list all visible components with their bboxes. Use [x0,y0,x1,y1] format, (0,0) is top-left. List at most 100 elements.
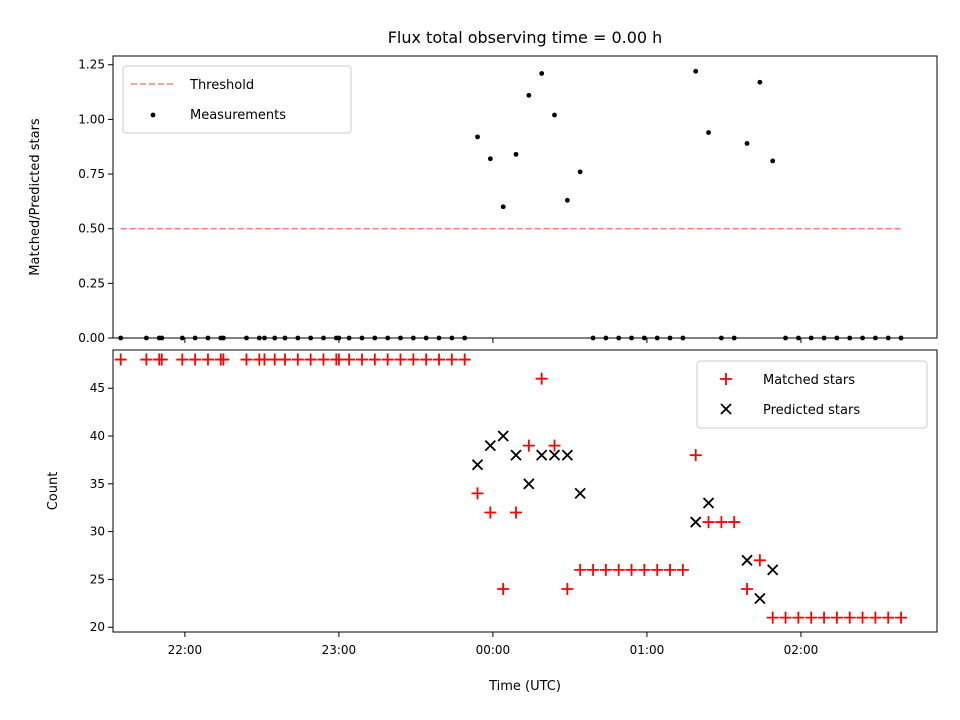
top-y-tick-label: 0.00 [78,331,105,345]
measurement-point [513,151,519,157]
bottom-x-tick-label: 00:00 [476,643,511,657]
matched-star-marker [368,353,381,366]
matched-star-marker [753,554,766,567]
predicted-star-marker [510,449,522,461]
matched-star-marker [433,353,446,366]
top-plot-frame [112,55,938,339]
measurements-legend-swatch [150,112,156,118]
matched-star-marker [869,611,882,624]
matched-star-marker [612,563,625,576]
matched-star-marker [882,611,895,624]
predicted-star-marker [471,459,484,471]
matched-star-marker [561,582,574,595]
predicted-star-marker [523,478,535,490]
matched-star-marker [140,353,153,366]
matched-star-marker [355,353,368,366]
bottom-y-tick-label: 25 [90,572,105,586]
chart-title: Flux total observing time = 0.00 h [388,28,663,47]
matched-star-marker [625,563,638,576]
bottom-y-tick-label: 35 [90,477,105,491]
matched-star-marker [510,506,523,519]
matched-star-marker [155,353,168,366]
top-y-tick-label: 1.00 [78,112,105,126]
predicted-star-marker [548,449,561,461]
bottom-x-tick-label: 01:00 [630,643,665,657]
measurement-point [757,79,763,85]
matched-star-marker [217,353,230,366]
top-y-tick-label: 0.75 [78,167,105,181]
matched-stars-points [114,353,908,624]
measurement-point [526,92,532,98]
bottom-legend-box [696,360,928,429]
matched-star-marker [176,353,189,366]
bottom-x-axis-label: Time (UTC) [488,679,561,694]
matched-star-marker [317,353,330,366]
predicted-star-marker [741,554,753,566]
matched-star-marker [535,372,548,385]
predicted-star-marker [754,592,766,605]
measurement-point [693,68,699,74]
matched-star-marker [304,353,317,366]
matched-star-marker [587,563,600,576]
predicted-stars-legend-swatch [720,403,732,415]
matched-star-marker [445,353,458,366]
predicted-stars-legend-label: Predicted stars [763,403,860,418]
bottom-x-axis: 22:00 23:00 00:00 01:00 02:00 [168,632,819,657]
measurement-point [577,169,583,175]
top-legend: Threshold Measurements [122,65,352,134]
measurement-point [487,156,493,162]
predicted-star-marker [536,449,548,461]
predicted-star-marker [561,449,573,461]
top-legend-box [122,65,352,134]
matched-star-marker [651,563,664,576]
matched-star-marker [471,487,484,500]
bottom-x-tick-label: 22:00 [168,643,203,657]
matched-star-marker [702,516,715,529]
predicted-star-marker [574,487,586,500]
measurement-point [475,134,480,140]
matched-stars-legend-label: Matched stars [763,373,855,388]
measurement-point [564,197,570,203]
matched-star-marker [818,611,831,624]
matched-star-marker [332,353,345,366]
predicted-star-marker [767,564,779,576]
matched-star-marker [497,582,510,595]
matched-star-marker [114,353,127,366]
matched-star-marker [599,563,612,576]
bottom-plot-frame [112,349,938,633]
matched-star-marker [258,353,271,366]
matched-stars-legend-swatch [720,373,732,385]
matched-star-marker [805,611,818,624]
bottom-x-tick-label: 02:00 [784,643,819,657]
matched-star-marker [291,353,304,366]
top-y-axis: 0.00 0.25 0.50 0.75 1.00 1.25 [78,58,113,345]
matched-star-marker [420,353,433,366]
matched-star-marker [407,353,420,366]
matched-star-marker [728,516,741,529]
predicted-star-marker [497,430,509,442]
bottom-y-tick-label: 45 [90,381,105,395]
measurements-legend-label: Measurements [190,108,286,123]
matched-star-marker [792,611,805,624]
matched-star-marker [574,563,587,576]
bottom-y-axis-label: Count [46,472,61,511]
matched-star-marker [278,353,291,366]
measurement-point [770,158,776,164]
top-y-tick-label: 0.25 [78,276,105,290]
bottom-x-tick-label: 23:00 [322,643,357,657]
bottom-y-axis: 20 25 30 35 40 45 [90,381,113,634]
matched-star-marker [522,439,535,452]
matched-star-marker [458,353,471,366]
bottom-y-tick-label: 40 [90,429,105,443]
matched-star-marker [484,506,497,519]
matched-star-marker [895,611,908,624]
matched-star-marker [779,611,792,624]
matched-star-marker [676,563,689,576]
predicted-star-marker [484,439,496,452]
measurement-point [539,71,545,76]
matched-star-marker [394,353,407,366]
bottom-y-tick-label: 20 [90,620,105,634]
matched-star-marker [548,439,561,452]
matched-star-marker [766,611,779,624]
